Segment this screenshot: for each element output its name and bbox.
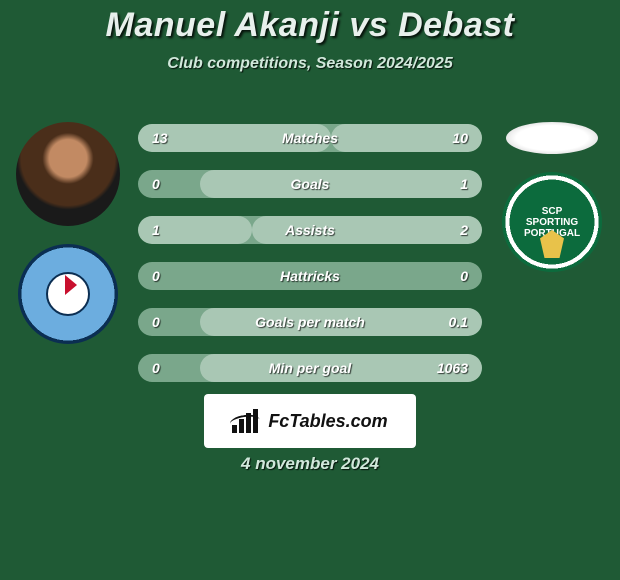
stat-name: Goals (138, 176, 482, 192)
chart-icon (232, 409, 260, 433)
stat-labels: 0Min per goal1063 (138, 354, 482, 382)
date-label: 4 november 2024 (0, 454, 620, 474)
stat-row: 0Min per goal1063 (138, 354, 482, 382)
player-avatar-right (506, 122, 598, 154)
club-badge-left (18, 244, 118, 344)
stat-name: Min per goal (138, 360, 482, 376)
page-title: Manuel Akanji vs Debast (0, 6, 620, 45)
right-player-column: SCPSPORTINGPORTUGAL (492, 122, 612, 272)
left-player-column (8, 122, 128, 344)
stat-name: Hattricks (138, 268, 482, 284)
club-badge-right: SCPSPORTINGPORTUGAL (502, 172, 602, 272)
stat-row: 1Assists2 (138, 216, 482, 244)
stat-row: 13Matches10 (138, 124, 482, 152)
stat-name: Matches (138, 130, 482, 146)
stats-bars: 13Matches10 0Goals1 1Assists2 0Hattricks0 0G… (138, 124, 482, 400)
comparison-infographic: Manuel Akanji vs Debast Club competition… (0, 0, 620, 580)
stat-labels: 0Goals per match0.1 (138, 308, 482, 336)
brand-text: FcTables.com (268, 411, 387, 432)
stat-labels: 13Matches10 (138, 124, 482, 152)
brand-box: FcTables.com (204, 394, 416, 448)
stat-name: Assists (138, 222, 482, 238)
stat-row: 0Goals1 (138, 170, 482, 198)
stat-row: 0Hattricks0 (138, 262, 482, 290)
stat-labels: 1Assists2 (138, 216, 482, 244)
stat-name: Goals per match (138, 314, 482, 330)
player-avatar-left (16, 122, 120, 226)
stat-labels: 0Goals1 (138, 170, 482, 198)
stat-labels: 0Hattricks0 (138, 262, 482, 290)
stat-row: 0Goals per match0.1 (138, 308, 482, 336)
page-subtitle: Club competitions, Season 2024/2025 (0, 55, 620, 73)
